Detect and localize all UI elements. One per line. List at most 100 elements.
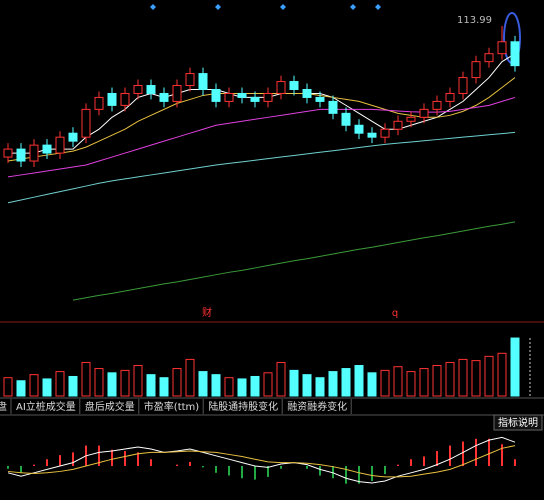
candle-body — [3, 148, 13, 158]
ma-line — [72, 221, 516, 301]
candle-body — [432, 100, 442, 110]
candle-body — [159, 92, 169, 102]
candle-body — [120, 92, 130, 106]
tab[interactable]: 融资融券变化 — [287, 400, 347, 413]
candle-body — [237, 92, 247, 98]
volume-bar — [185, 358, 195, 397]
volume-bar — [237, 378, 247, 397]
tab[interactable]: 市盈率(ttm) — [144, 400, 199, 413]
candle-body — [445, 92, 455, 102]
volume-bar — [263, 372, 273, 397]
top-markers — [150, 4, 381, 10]
volume-bar — [458, 358, 468, 397]
candle-body — [510, 41, 520, 67]
volume-bar — [120, 369, 130, 397]
candle-body — [354, 124, 364, 134]
volume-bar — [341, 368, 351, 397]
ma-line — [8, 53, 516, 154]
volume-bar — [55, 371, 65, 397]
volume-bar — [68, 375, 78, 397]
tab[interactable]: 盘后成交量 — [85, 400, 135, 413]
volume-bar — [16, 380, 26, 397]
candle-body — [289, 81, 299, 90]
volume-bar — [276, 361, 286, 397]
volume-bar — [406, 371, 416, 397]
candle-body — [367, 132, 377, 138]
candle-body — [484, 53, 494, 63]
volume-bar — [380, 369, 390, 397]
volume-bar — [146, 374, 156, 397]
candle-body — [16, 148, 26, 162]
volume-bar — [484, 355, 494, 397]
candle-body — [497, 41, 507, 55]
tab[interactable]: 陆股通持股变化 — [208, 400, 278, 413]
volume-bar — [302, 374, 312, 397]
macd-line — [7, 445, 516, 478]
candle-body — [315, 96, 325, 102]
ma-line — [7, 131, 516, 204]
candle-body — [263, 92, 273, 102]
candle-body — [68, 132, 78, 142]
candle-body — [198, 73, 208, 90]
volume-bar — [94, 368, 104, 397]
candle-body — [224, 92, 234, 102]
candle-body — [419, 108, 429, 118]
candle-body — [393, 120, 403, 130]
button-frame — [493, 414, 543, 431]
volume-bar — [224, 377, 234, 397]
ma-line — [7, 96, 516, 178]
volume-bar — [510, 337, 520, 397]
volume-bar — [250, 375, 260, 397]
candle-body — [81, 108, 91, 138]
candle-body — [146, 85, 156, 94]
candle-body — [107, 92, 117, 106]
candle-body — [328, 100, 338, 114]
macd-line — [7, 436, 516, 484]
volume-bar — [497, 352, 507, 397]
tab[interactable]: AI立桩成交量 — [16, 400, 76, 413]
volume-bar — [367, 372, 377, 397]
ma-line — [7, 77, 516, 162]
high-label: 113.99 — [457, 15, 492, 26]
candle-body — [185, 73, 195, 87]
candle-body — [250, 96, 260, 102]
volume-bar — [29, 374, 39, 397]
volume-bar — [419, 368, 429, 397]
indicator-button[interactable]: 指标说明 — [498, 416, 538, 429]
candle-body — [55, 136, 65, 154]
volume-bar — [393, 366, 403, 397]
volume-bar — [354, 365, 364, 397]
volume-bar — [81, 361, 91, 397]
volume-bar — [328, 371, 338, 397]
candle-body — [276, 81, 286, 94]
volume-bar — [445, 361, 455, 397]
candle-body — [471, 61, 481, 79]
volume-bar — [315, 377, 325, 397]
volume-bar — [133, 365, 143, 397]
candle-body — [302, 88, 312, 98]
candle-body — [341, 112, 351, 126]
volume-bar — [159, 377, 169, 397]
candle-body — [42, 144, 52, 154]
volume-bar — [432, 365, 442, 397]
event-marker[interactable]: q — [392, 308, 398, 319]
volume-bar — [107, 372, 117, 397]
event-marker[interactable]: 财 — [202, 306, 212, 319]
candle-body — [29, 144, 39, 162]
candle-body — [458, 77, 468, 94]
candle-body — [94, 96, 104, 110]
volume-bar — [198, 371, 208, 397]
candle-body — [406, 116, 416, 122]
candle-body — [172, 85, 182, 102]
candle-body — [380, 128, 390, 138]
candle-body — [211, 88, 221, 102]
volume-bar — [211, 374, 221, 397]
volume-bar — [3, 377, 13, 397]
volume-bar — [471, 360, 481, 397]
tab[interactable]: 盘 — [0, 400, 7, 413]
volume-bar — [172, 368, 182, 397]
candle-body — [133, 85, 143, 94]
volume-bar — [289, 369, 299, 397]
volume-bar — [42, 378, 52, 397]
